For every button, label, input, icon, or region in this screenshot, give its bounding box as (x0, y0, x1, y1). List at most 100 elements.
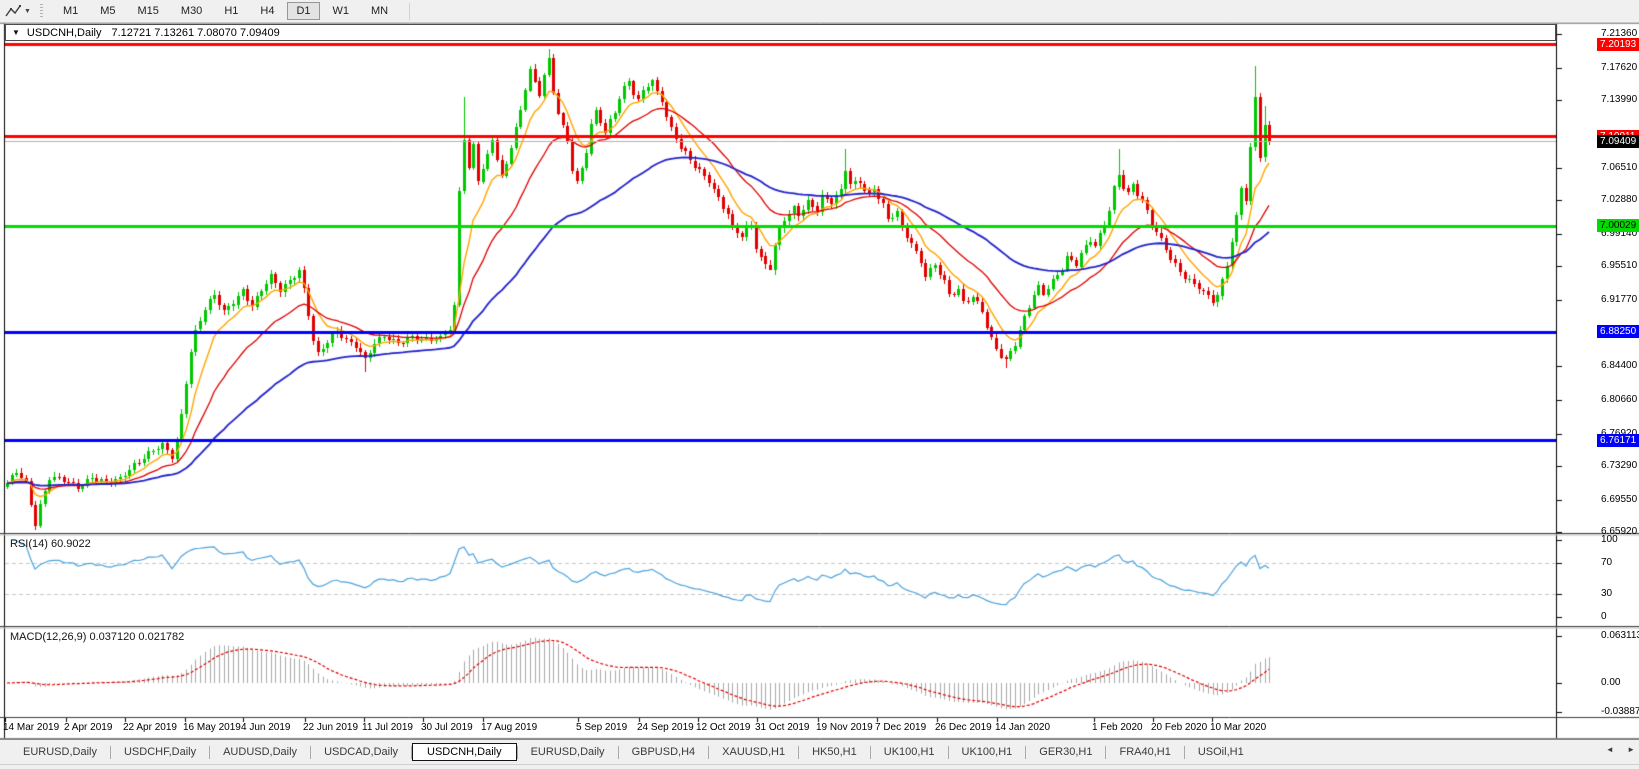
rsi-axis-tick: 0 (1601, 611, 1607, 622)
date-label[interactable]: 30 Jul 2019 (421, 722, 473, 733)
macd-axis-tick: -0.038872 (1601, 705, 1639, 717)
tab-separator (310, 745, 312, 759)
timeframe-buttons: M1 M5 M15 M30 H1 H4 D1 W1 MN (52, 2, 399, 20)
timeframe-button-D1[interactable]: D1 (287, 2, 320, 20)
chart-ohlc-values: 7.12721 7.13261 7.08070 7.09409 (111, 26, 280, 39)
price-axis-tick: 7.17620 (1601, 61, 1638, 73)
tab-XAUUSD-H1[interactable]: XAUUSD,H1 (722, 746, 786, 758)
tab-EURUSD-Daily[interactable]: EURUSD,Daily (23, 746, 97, 758)
tab-GER30-H1[interactable]: GER30,H1 (1039, 746, 1093, 758)
date-label[interactable]: 26 Dec 2019 (935, 722, 992, 733)
tab-separator (1183, 745, 1185, 759)
timeframe-button-M15[interactable]: M15 (137, 5, 159, 17)
date-label[interactable]: 1 Feb 2020 (1092, 722, 1143, 733)
tab-USDCHF-Daily[interactable]: USDCHF,Daily (123, 746, 197, 758)
tab-UK100-H1[interactable]: UK100,H1 (883, 746, 935, 758)
tab-scroll-arrows: ◄ ► (1595, 745, 1635, 754)
date-label[interactable]: 17 Aug 2019 (481, 722, 538, 733)
price-axis-tick: 6.73290 (1601, 460, 1638, 472)
chart-title-caret-icon[interactable]: ▼ (12, 28, 20, 37)
date-label[interactable]: 5 Sep 2019 (576, 722, 628, 733)
price-line-label: 6.76171 (1597, 433, 1639, 447)
tab-separator (708, 745, 710, 759)
date-label[interactable]: 7 Dec 2019 (875, 722, 927, 733)
timeframe-button-M5[interactable]: M5 (100, 5, 116, 17)
timeframe-button-M30[interactable]: M30 (180, 5, 203, 17)
timeframe-button-W1[interactable]: W1 (332, 5, 350, 17)
date-label[interactable]: 22 Jun 2019 (303, 722, 359, 733)
price-axis-tick: 7.02880 (1601, 194, 1638, 206)
timeframe-button-MN[interactable]: MN (371, 5, 389, 17)
rsi-axis-tick: 70 (1601, 557, 1613, 569)
tab-UK100-H1[interactable]: UK100,H1 (961, 746, 1013, 758)
tab-scroll-left-icon[interactable]: ◄ (1605, 745, 1614, 754)
chart-title-bar: ▼ USDCNH,Daily 7.12721 7.13261 7.08070 7… (5, 24, 1556, 41)
tab-EURUSD-Daily[interactable]: EURUSD,Daily (530, 746, 605, 758)
status-strip (0, 764, 1639, 769)
tab-separator (1025, 745, 1027, 759)
price-line-label: 6.88250 (1597, 325, 1639, 339)
date-label[interactable]: 14 Jan 2020 (995, 722, 1051, 733)
timeframe-toolbar: ▼ M1 M5 M15 M30 H1 H4 D1 W1 MN (0, 0, 1639, 23)
tab-USDCAD-Daily[interactable]: USDCAD,Daily (324, 746, 399, 758)
trendline-tool-icon[interactable] (5, 4, 22, 19)
price-axis-tick: 6.99140 (1601, 227, 1638, 239)
timeframe-button-H4[interactable]: H4 (260, 5, 275, 17)
date-label[interactable]: 2 Apr 2019 (64, 722, 113, 733)
tab-separator (617, 745, 619, 759)
tab-separator (516, 745, 518, 759)
current-price-label: 7.09409 (1597, 134, 1639, 148)
price-axis-tick: 7.06510 (1601, 161, 1638, 173)
price-axis-tick: 6.65920 (1601, 526, 1638, 538)
date-label[interactable]: 19 Nov 2019 (816, 722, 873, 733)
date-label[interactable]: 4 Jun 2019 (241, 722, 291, 733)
price-axis-tick: 6.84400 (1601, 360, 1638, 372)
timeframe-button-M1[interactable]: M1 (62, 5, 79, 17)
price-axis-tick: 6.80660 (1601, 393, 1638, 405)
chart-tab-bar: EURUSD,Daily USDCHF,Daily AUDUSD,Daily USDC… (0, 739, 1639, 764)
timeframe-button-H1[interactable]: H1 (224, 5, 239, 17)
price-line-label: 7.20193 (1597, 37, 1639, 51)
date-label[interactable]: 20 Feb 2020 (1151, 722, 1208, 733)
price-axis-tick: 6.69550 (1601, 493, 1638, 505)
toolbar-grip[interactable] (39, 3, 43, 19)
date-label[interactable]: 31 Oct 2019 (755, 722, 810, 733)
price-axis-tick: 6.91770 (1601, 294, 1638, 305)
rsi-indicator-label: RSI(14) 60.9022 (10, 538, 91, 550)
price-axis-tick: 7.13990 (1601, 94, 1638, 106)
date-label[interactable]: 22 Apr 2019 (123, 722, 177, 733)
price-line-label: 7.00029 (1597, 219, 1639, 233)
tab-AUDUSD-Daily[interactable]: AUDUSD,Daily (223, 746, 298, 758)
tab-separator (411, 745, 413, 759)
tab-separator (798, 745, 800, 759)
tab-GBPUSD-H4[interactable]: GBPUSD,H4 (631, 746, 696, 758)
date-label[interactable]: 11 Jul 2019 (362, 722, 413, 733)
price-axis-tick: 6.95510 (1601, 260, 1638, 272)
price-axis-tick: 7.21360 (1601, 28, 1638, 39)
date-label[interactable]: 16 May 2019 (183, 722, 241, 733)
tab-USOil-H1[interactable]: USOil,H1 (1197, 746, 1244, 758)
rsi-axis-tick: 100 (1601, 534, 1618, 545)
date-label[interactable]: 24 Sep 2019 (637, 722, 694, 733)
tab-FRA40-H1[interactable]: FRA40,H1 (1119, 746, 1171, 758)
tab-separator (109, 745, 111, 759)
tool-dropdown-caret-icon[interactable]: ▼ (24, 7, 31, 15)
chart-symbol-label: USDCNH,Daily (26, 26, 102, 39)
toolbar-separator (409, 2, 411, 20)
tab-separator (209, 745, 211, 759)
date-label[interactable]: 12 Oct 2019 (696, 722, 751, 733)
tab-HK50-H1[interactable]: HK50,H1 (812, 746, 857, 758)
rsi-axis-tick: 30 (1601, 587, 1613, 599)
date-label[interactable]: 14 Mar 2019 (3, 722, 60, 733)
price-axis-tick: 6.76920 (1601, 428, 1637, 439)
tab-scroll-right-icon[interactable]: ► (1627, 745, 1635, 754)
tab-separator (869, 745, 871, 759)
tab-USDCNH-Daily[interactable]: USDCNH,Daily (412, 743, 517, 761)
macd-indicator-label: MACD(12,26,9) 0.037120 0.021782 (10, 631, 185, 643)
date-label[interactable]: 10 Mar 2020 (1210, 722, 1267, 733)
macd-axis-tick: 0.00 (1601, 677, 1621, 688)
tab-separator (947, 745, 949, 759)
tab-separator (1105, 745, 1107, 759)
